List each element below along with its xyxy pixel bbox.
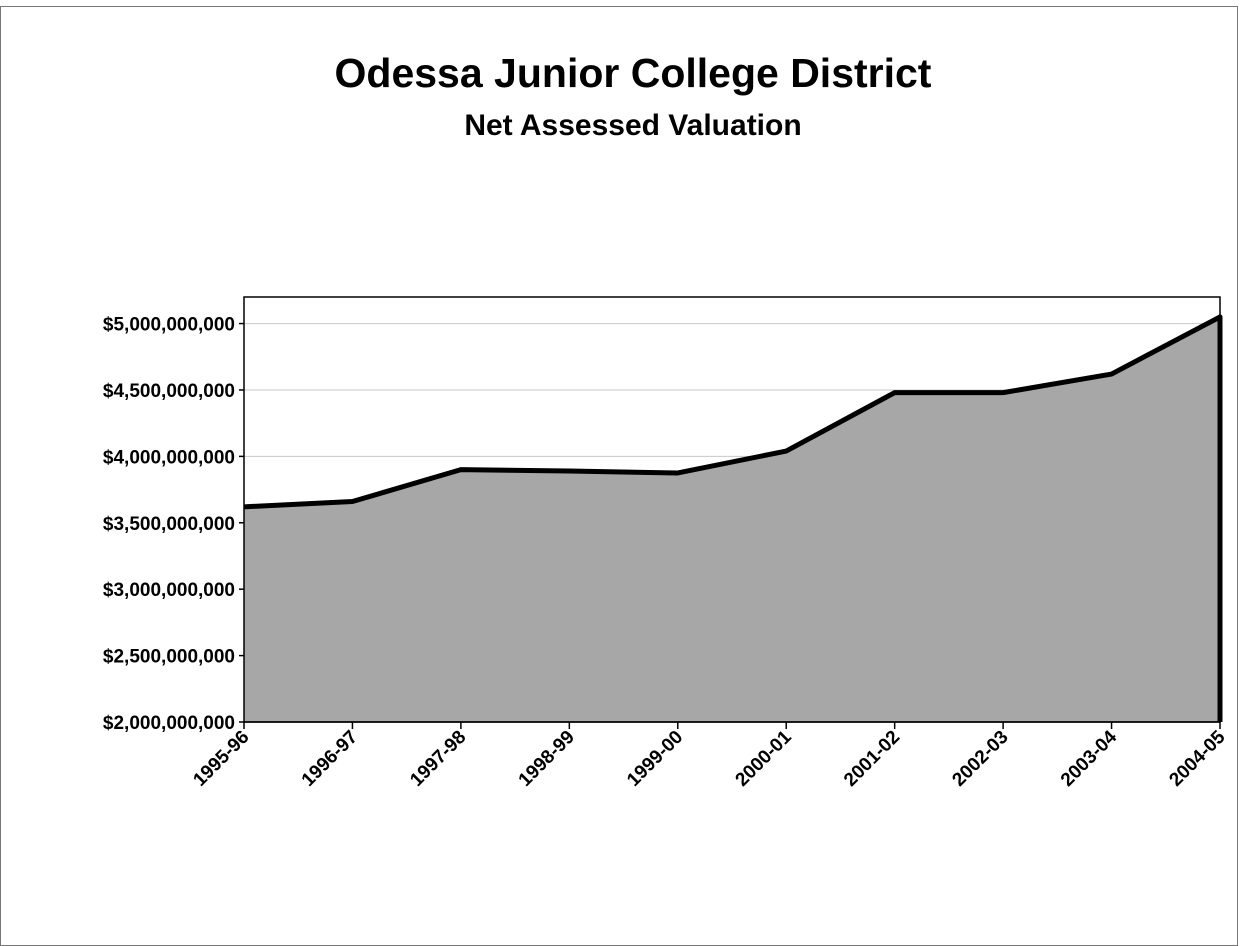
x-tick-label: 1996-97 (298, 727, 362, 791)
x-tick-label: 1998-99 (515, 727, 579, 791)
chart-svg: $2,000,000,000 $2,500,000,000 $3,000,000,0… (103, 296, 1230, 791)
y-tick-label: $2,000,000,000 (103, 713, 235, 734)
x-tick-label: 2001-02 (840, 727, 904, 791)
x-tick-label: 2000-01 (732, 726, 796, 790)
x-tick-label: 1999-00 (623, 727, 687, 791)
chart-subtitle: Net Assessed Valuation (464, 109, 802, 142)
chart-title: Odessa Junior College District (334, 50, 932, 96)
x-tick-label: 2004-05 (1165, 726, 1229, 790)
x-tick-label: 1997-98 (406, 727, 470, 791)
area-fill (244, 316, 1220, 722)
y-tick-label: $3,000,000,000 (103, 580, 235, 601)
y-tick-label: $2,500,000,000 (103, 647, 235, 668)
y-tick-label: $3,500,000,000 (103, 514, 235, 535)
y-tick-label: $4,500,000,000 (103, 381, 235, 402)
y-tick-label: $4,000,000,000 (103, 447, 235, 468)
y-tick-label: $5,000,000,000 (103, 315, 235, 336)
series-line (243, 314, 1223, 722)
x-tick-label: 2002-03 (948, 727, 1012, 791)
x-tick-label: 2003-04 (1057, 726, 1121, 790)
x-tick-label: 1995-96 (189, 727, 253, 791)
